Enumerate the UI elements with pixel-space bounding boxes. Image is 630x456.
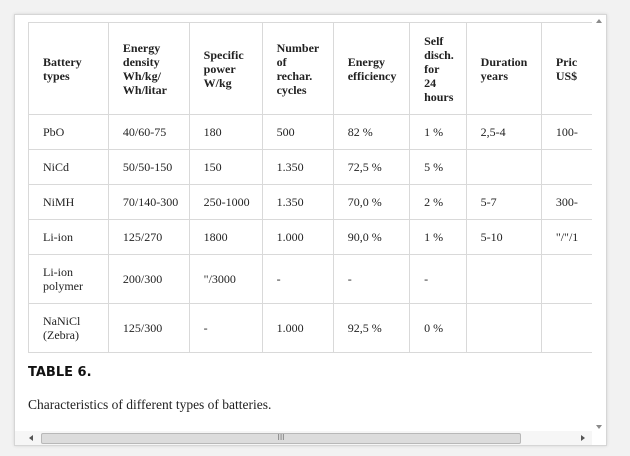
- battery-table: Battery types Energy density Wh/kg/Wh/litar…: [28, 22, 593, 353]
- table-cell: 90,0 %: [332, 219, 411, 255]
- table-cell: 72,5 %: [332, 149, 411, 185]
- table-cell: "/"/1: [540, 219, 593, 255]
- table-cell: 1.350: [261, 184, 334, 220]
- scrollbar-corner: [592, 431, 606, 445]
- table-cell: [540, 303, 593, 353]
- table-cell: 50/50-150: [107, 149, 190, 185]
- table-cell: 150: [188, 149, 263, 185]
- table-cell: 40/60-75: [107, 114, 190, 150]
- table-row: NiCd 50/50-150 150 1.350 72,5 % 5 %: [28, 149, 593, 185]
- table-panel: Battery types Energy density Wh/kg/Wh/litar…: [14, 14, 607, 446]
- scroll-right-icon[interactable]: [581, 435, 585, 441]
- header-recharge-cycles: Number of rechar. cycles: [261, 22, 334, 115]
- scroll-down-icon[interactable]: [596, 425, 602, 429]
- table-cell: Li-ion polymer: [28, 254, 109, 304]
- table-cell: 70,0 %: [332, 184, 411, 220]
- table-row: NaNiCl (Zebra) 125/300 - 1.000 92,5 % 0 %: [28, 303, 593, 353]
- table-cell: -: [188, 303, 263, 353]
- table-cell: 1800: [188, 219, 263, 255]
- table-cell: 70/140-300: [107, 184, 190, 220]
- table-row: Li-ion polymer 200/300 "/3000 - - -: [28, 254, 593, 304]
- scroll-viewport: Battery types Energy density Wh/kg/Wh/litar…: [15, 15, 593, 433]
- table-caption-text: Characteristics of different types of ba…: [28, 397, 272, 412]
- table-cell: 1 %: [409, 114, 467, 150]
- table-cell: NiCd: [28, 149, 109, 185]
- table-cell: 5-7: [465, 184, 542, 220]
- header-energy-density: Energy density Wh/kg/Wh/litar: [107, 22, 190, 115]
- table-cell: 1.350: [261, 149, 334, 185]
- table-cell: NaNiCl (Zebra): [28, 303, 109, 353]
- table-cell: [465, 149, 542, 185]
- table-cell: NiMH: [28, 184, 109, 220]
- table-row: PbO 40/60-75 180 500 82 % 1 % 2,5-4 100-: [28, 114, 593, 150]
- table-caption-title: TABLE 6.: [28, 365, 92, 380]
- header-battery-types: Battery types: [28, 22, 109, 115]
- table-cell: 1.000: [261, 303, 334, 353]
- header-duration: Duration years: [465, 22, 542, 115]
- table-cell: 180: [188, 114, 263, 150]
- table-cell: 2 %: [409, 184, 467, 220]
- table-cell: PbO: [28, 114, 109, 150]
- table-cell: Li-ion: [28, 219, 109, 255]
- horizontal-scroll-thumb[interactable]: III: [41, 433, 521, 444]
- horizontal-scrollbar[interactable]: III: [15, 431, 593, 445]
- table-cell: 92,5 %: [332, 303, 411, 353]
- vertical-scrollbar[interactable]: [592, 15, 606, 433]
- table-cell: 1 %: [409, 219, 467, 255]
- table-cell: [540, 254, 593, 304]
- table-cell: 500: [261, 114, 334, 150]
- header-specific-power: Specific power W/kg: [188, 22, 263, 115]
- header-energy-efficiency: Energy efficiency: [332, 22, 411, 115]
- table-cell: 0 %: [409, 303, 467, 353]
- table-cell: 125/270: [107, 219, 190, 255]
- table-cell: -: [409, 254, 467, 304]
- table-cell: 125/300: [107, 303, 190, 353]
- table-cell: 1.000: [261, 219, 334, 255]
- table-cell: -: [261, 254, 334, 304]
- table-cell: 200/300: [107, 254, 190, 304]
- header-self-discharge: Self disch. for 24 hours: [409, 22, 467, 115]
- table-cell: 100-: [540, 114, 593, 150]
- table-cell: 300-: [540, 184, 593, 220]
- header-price: Pric US$: [540, 22, 593, 115]
- table-cell: "/3000: [188, 254, 263, 304]
- table-cell: [465, 303, 542, 353]
- table-cell: 5-10: [465, 219, 542, 255]
- table-row: Li-ion 125/270 1800 1.000 90,0 % 1 % 5-1…: [28, 219, 593, 255]
- table-cell: 250-1000: [188, 184, 263, 220]
- scroll-up-icon[interactable]: [596, 19, 602, 23]
- scroll-left-icon[interactable]: [29, 435, 33, 441]
- table-row: NiMH 70/140-300 250-1000 1.350 70,0 % 2 …: [28, 184, 593, 220]
- table-cell: [540, 149, 593, 185]
- table-cell: -: [332, 254, 411, 304]
- table-cell: [465, 254, 542, 304]
- table-header-row: Battery types Energy density Wh/kg/Wh/litar…: [28, 22, 593, 115]
- table-cell: 5 %: [409, 149, 467, 185]
- table-cell: 82 %: [332, 114, 411, 150]
- table-cell: 2,5-4: [465, 114, 542, 150]
